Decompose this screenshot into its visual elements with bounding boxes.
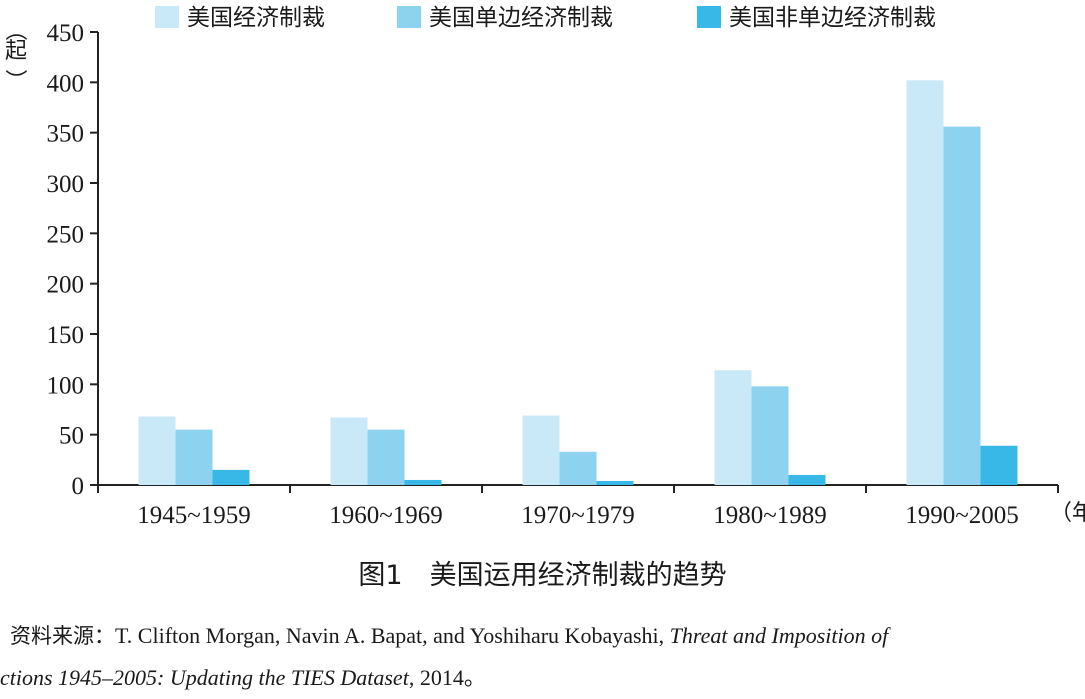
x-unit-label: （年 [1050,501,1085,526]
bar [788,474,826,485]
x-tick-label: 1990~2005 [905,502,1019,529]
x-tick-label: 1945~1959 [137,502,251,529]
bar [330,417,368,485]
x-tick-label: 1960~1969 [329,502,443,529]
bar [980,445,1018,485]
y-unit-close-paren: ） [2,69,27,91]
legend-label: 美国非单边经济制裁 [729,5,936,31]
bar [404,479,442,485]
chart-caption: 图1 美国运用经济制裁的趋势 [358,560,727,591]
y-axis: 0 50 100 150 200 250 300 350 400 450 （起 ） [2,19,99,500]
bar [596,480,634,485]
y-tick-label: 450 [47,20,85,47]
bar [522,415,560,485]
y-tick-label: 0 [72,473,85,500]
y-tick-label: 50 [59,423,84,450]
y-tick-label: 100 [47,372,85,399]
y-tick-label: 250 [47,221,85,248]
source-label: 资料来源： [10,624,115,648]
legend-swatch [397,6,421,28]
bar [559,451,597,485]
legend-label: 美国经济制裁 [187,5,325,31]
y-tick-label: 350 [47,121,85,148]
bars [138,80,1018,486]
legend-swatch [155,6,179,28]
legend-swatch [697,6,721,28]
source-line-2: ctions 1945–2005: Updating the TIES Data… [0,660,486,692]
x-tick-label: 1970~1979 [521,502,635,529]
bar [751,386,789,485]
source-title-part2: ctions 1945–2005: Updating the TIES Data… [0,665,409,690]
bar [714,370,752,485]
x-axis: 1945~1959 1960~1969 1970~1979 1980~1989 1990… [97,484,1085,529]
y-unit-label: 起 [5,39,27,64]
y-tick-label: 200 [47,272,85,299]
y-unit-open-paren: （ [2,19,27,41]
source-authors: T. Clifton Morgan, Navin A. Bapat, and Y… [115,623,670,648]
source-line-1: 资料来源：T. Clifton Morgan, Navin A. Bapat, … [10,620,888,650]
y-tick-label: 150 [47,322,85,349]
x-tick-label: 1980~1989 [713,502,827,529]
legend-label: 美国单边经济制裁 [429,5,613,31]
source-title-part1: Threat and Imposition of [669,623,889,648]
y-tick-label: 400 [47,70,85,97]
bar [367,429,405,485]
bar [906,80,944,485]
bar [943,126,981,486]
y-tick-label: 300 [47,171,85,198]
bar [212,469,250,485]
bar [175,429,213,485]
source-year: , 2014。 [408,665,486,690]
bar [138,416,176,485]
legend: 美国经济制裁 美国单边经济制裁 美国非单边经济制裁 [155,5,936,31]
